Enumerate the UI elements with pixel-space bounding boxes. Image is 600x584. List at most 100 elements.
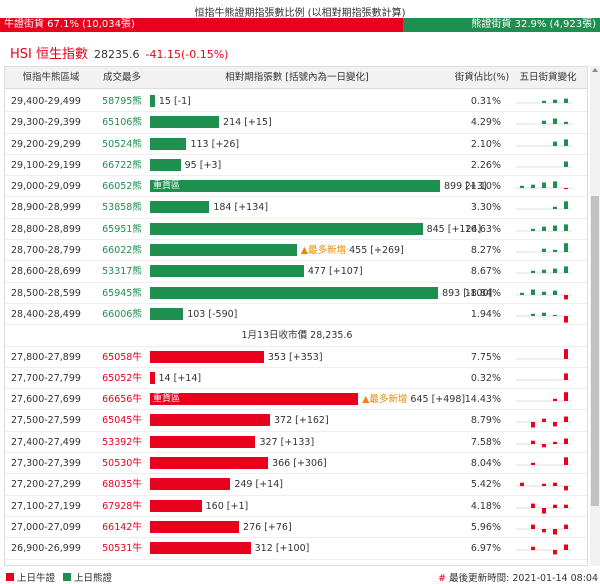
vertical-scrollbar[interactable] [590,66,600,566]
ratio-header: 恒指牛熊證期指張數比例 (以相對期指張數計算) 牛證街貨 67.1% (10,0… [0,0,600,36]
table-row[interactable]: 29,200-29,299 50524熊 113 [+26] 2.10% [5,134,587,155]
index-quote: HSI 恒生指數 28235.6 -41.15(-0.15%) [10,43,228,63]
table-row[interactable]: 28,400-28,499 66006熊 103 [-590] 1.94% [5,304,587,326]
code-link[interactable]: 66022熊 [102,245,142,257]
five-day-sparkline [516,483,572,491]
code-link[interactable]: 65106熊 [102,117,142,129]
count-cell: 845 [+124] [427,219,482,240]
pct-cell: 5.42% [470,479,501,491]
code-link[interactable]: 65045牛 [102,415,142,427]
table-row[interactable]: 29,300-29,399 65106熊 214 [+15] 4.29% [5,112,587,134]
count-cell: 160 [+1] [206,496,249,517]
hash-icon: # [438,573,447,584]
index-name[interactable]: HSI 恒生指數 [10,47,88,62]
sparkline-bar [564,243,568,253]
pct-cell: 2.26% [470,159,501,171]
code-link[interactable]: 65052牛 [102,372,142,384]
range-cell: 26,900-26,999 [11,543,81,555]
table-row[interactable]: 28,600-28,699 53317熊 477 [+107] 8.67% [5,261,587,283]
sparkline-bar [564,98,568,103]
count-cell: 899 [+3] [444,176,487,197]
code-link[interactable]: 66142牛 [102,521,142,533]
sparkline-bar [564,438,568,444]
table-row[interactable]: 27,300-27,399 50530牛 366 [+306] 8.04% [5,453,587,475]
table-row[interactable]: 27,200-27,299 68035牛 249 [+14] 5.42% [5,474,587,496]
table-row[interactable]: 28,900-28,999 53858熊 184 [+134] 3.30% [5,197,587,219]
five-day-sparkline [516,503,572,514]
count-bar [150,222,423,235]
sparkline-bar [542,419,546,423]
sparkline-bar [553,441,557,444]
code-link[interactable]: 66722熊 [102,159,142,171]
sparkline-bar [564,524,568,529]
five-day-sparkline [516,348,572,359]
count-change: [+15] [244,117,272,129]
table-row[interactable]: 28,800-28,899 65951熊 845 [+124] 16.63% [5,219,587,241]
count-value: 160 [205,500,224,512]
five-day-sparkline [516,98,572,104]
sparkline-bar [553,181,557,189]
table-row[interactable]: 29,000-29,099 66052熊 重貨區 899 [+3] 21.10% [5,176,587,198]
table-row[interactable]: 27,700-27,799 65052牛 14 [+14] 0.32% [5,368,587,390]
code-link[interactable]: 50530牛 [102,458,142,470]
five-day-sparkline [516,544,572,555]
table-row[interactable]: 27,600-27,699 66656牛 重貨區 ▲最多新增 645 [+498] 14… [5,389,587,411]
scrollbar-thumb[interactable] [591,196,599,506]
code-link[interactable]: 50531牛 [102,543,142,555]
code-link[interactable]: 66006熊 [102,308,142,320]
sparkline-bar [531,503,535,508]
count-change: [+3] [465,181,487,193]
pct-cell: 0.32% [470,372,501,384]
count-change: [+353] [289,351,323,363]
sparkline-bar [553,528,557,535]
table-row[interactable]: 29,400-29,499 58795熊 15 [-1] 0.31% [5,91,587,113]
five-day-sparkline [516,118,572,125]
table-body: 29,400-29,499 58795熊 15 [-1] 0.31% 29,300-29… [5,91,587,560]
table-row[interactable]: 28,700-28,799 66022熊 ▲最多新增 455 [+269] 8.27% [5,240,587,262]
table-row[interactable]: 27,500-27,599 65045牛 372 [+162] 8.79% [5,410,587,432]
range-cell: 28,400-28,499 [11,308,81,320]
sparkline-bar [564,224,568,231]
count-value: 103 [187,308,206,320]
table-row[interactable]: 27,800-27,899 65058牛 353 [+353] 7.75% [5,347,587,368]
table-row[interactable]: 27,400-27,499 53392牛 327 [+133] 7.58% [5,432,587,454]
code-link[interactable]: 66052熊 [102,181,142,193]
table-row[interactable]: 28,500-28,599 65945熊 893 [-100] 18.84% [5,283,587,304]
code-link[interactable]: 65058牛 [102,351,142,363]
code-link[interactable]: 67928牛 [102,500,142,512]
count-cell: 353 [+353] [268,347,323,368]
range-cell: 29,400-29,499 [11,96,81,107]
code-link[interactable]: 53858熊 [102,202,142,214]
heavy-zone-label: 重貨區 [153,181,181,192]
code-link[interactable]: 53392牛 [102,436,142,448]
range-cell: 28,500-28,599 [11,287,81,299]
table-row[interactable]: 26,900-26,999 50531牛 312 [+100] 6.97% [5,538,587,560]
count-bar [150,435,256,448]
code-link[interactable]: 66656牛 [102,394,142,406]
table-row[interactable]: 27,000-27,099 66142牛 276 [+76] 5.96% [5,517,587,539]
table-row[interactable]: 29,100-29,199 66722熊 95 [+3] 2.26% [5,155,587,177]
table-row[interactable]: 27,100-27,199 67928牛 160 [+1] 4.18% [5,496,587,517]
most-new-badge: ▲最多新增 [300,245,347,257]
ratio-bar: 牛證街貨 67.1% (10,034張) 熊證街貨 32.9% (4,923張) [0,18,600,32]
count-cell: 327 [+133] [259,432,314,453]
code-link[interactable]: 53317熊 [102,266,142,278]
bull-ratio-segment: 牛證街貨 67.1% (10,034張) [0,18,403,32]
range-cell: 27,100-27,199 [11,500,81,512]
sparkline-bar [542,270,546,274]
code-link[interactable]: 65951熊 [102,223,142,235]
scroll-up-icon[interactable] [592,68,598,72]
code-link[interactable]: 58795熊 [102,96,142,107]
most-new-badge: ▲最多新增 [362,394,408,406]
pct-cell: 8.04% [470,458,501,470]
five-day-sparkline [516,138,572,146]
five-day-sparkline [516,416,572,428]
code-link[interactable]: 50524熊 [102,138,142,150]
code-link[interactable]: 65945熊 [102,287,142,299]
count-value: 113 [190,138,209,150]
count-change: [+3] [199,159,222,171]
code-link[interactable]: 68035牛 [102,479,142,491]
pct-cell: 8.79% [470,415,501,427]
count-bar [150,499,202,512]
sparkline-bar [531,546,535,551]
